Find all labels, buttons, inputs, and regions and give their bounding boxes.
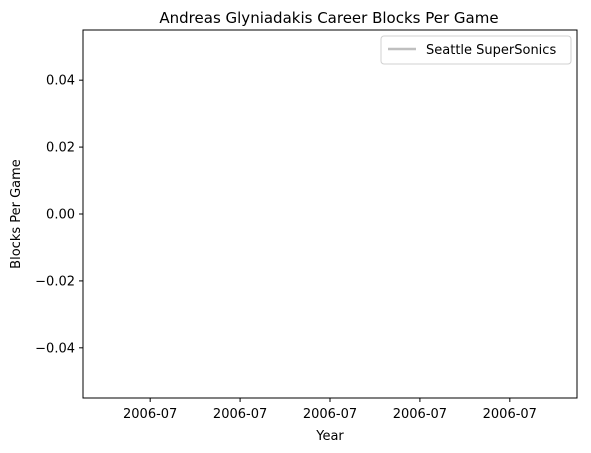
y-tick-label: −0.02 bbox=[35, 274, 75, 289]
x-tick-label: 2006-07 bbox=[123, 407, 177, 422]
y-tick-label: 0.02 bbox=[46, 141, 75, 156]
legend-box bbox=[380, 35, 572, 65]
y-axis-title: Blocks Per Game bbox=[9, 159, 24, 269]
y-tick-label: 0.00 bbox=[46, 208, 75, 223]
y-axis: −0.04 −0.02 0.00 0.02 0.04 bbox=[35, 74, 83, 356]
x-tick-label: 2006-07 bbox=[393, 407, 447, 422]
legend: Seattle SuperSonics bbox=[380, 35, 572, 65]
x-tick-label: 2006-07 bbox=[483, 407, 537, 422]
y-tick-label: −0.04 bbox=[35, 341, 75, 356]
x-axis: 2006-07 2006-07 2006-07 2006-07 2006-07 bbox=[123, 398, 537, 422]
chart-title: Andreas Glyniadakis Career Blocks Per Ga… bbox=[159, 9, 498, 27]
x-axis-title: Year bbox=[315, 429, 344, 444]
legend-label: Seattle SuperSonics bbox=[426, 43, 556, 58]
plot-area bbox=[82, 29, 578, 399]
y-tick-label: 0.04 bbox=[46, 74, 75, 89]
x-tick-label: 2006-07 bbox=[213, 407, 267, 422]
x-tick-label: 2006-07 bbox=[303, 407, 357, 422]
